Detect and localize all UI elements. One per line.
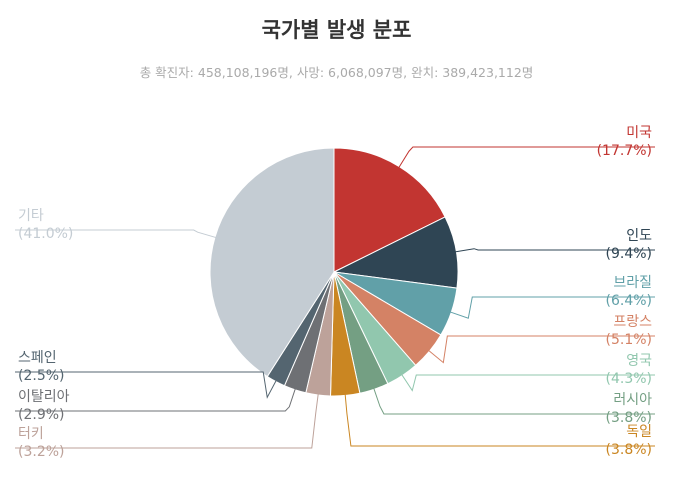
slice-name-label: 러시아 bbox=[613, 392, 652, 408]
slice-name-label: 터키 bbox=[18, 426, 44, 442]
slice-percent-label: (17.7%) bbox=[597, 143, 652, 159]
label-leader-line bbox=[15, 387, 297, 412]
label-leader-line bbox=[344, 393, 655, 447]
slice-percent-label: (41.0%) bbox=[18, 226, 73, 242]
label-leader-line bbox=[15, 371, 278, 399]
label-leader-line bbox=[400, 373, 655, 392]
slice-name-label: 미국 bbox=[626, 125, 652, 141]
label-leader-line bbox=[373, 387, 655, 415]
slice-name-label: 스페인 bbox=[18, 350, 57, 366]
slice-name-label: 인도 bbox=[626, 228, 652, 244]
slice-name-label: 기타 bbox=[18, 208, 44, 224]
slice-name-label: 이탈리아 bbox=[18, 389, 70, 405]
slice-percent-label: (2.5%) bbox=[18, 368, 65, 384]
chart-subtitle: 총 확진자: 458,108,196명, 사망: 6,068,097명, 완치:… bbox=[139, 65, 534, 80]
slice-percent-label: (3.8%) bbox=[606, 442, 653, 458]
slice-percent-label: (3.8%) bbox=[606, 410, 653, 426]
slice-percent-label: (5.1%) bbox=[606, 332, 653, 348]
slice-name-label: 브라질 bbox=[613, 275, 652, 291]
slice-name-label: 영국 bbox=[626, 353, 652, 369]
label-leader-line bbox=[427, 335, 655, 364]
slice-name-label: 독일 bbox=[626, 424, 652, 440]
slice-percent-label: (3.2%) bbox=[18, 444, 65, 460]
label-leader-line bbox=[15, 229, 218, 239]
label-leader-line bbox=[449, 296, 655, 319]
slice-percent-label: (4.3%) bbox=[606, 371, 653, 387]
label-leader-line bbox=[15, 392, 319, 449]
slice-percent-label: (2.9%) bbox=[18, 407, 65, 423]
slice-name-label: 프랑스 bbox=[613, 314, 652, 330]
slice-percent-label: (9.4%) bbox=[606, 246, 653, 262]
chart-title: 국가별 발생 분포 bbox=[261, 18, 412, 42]
label-leader-line bbox=[454, 248, 655, 253]
slice-percent-label: (6.4%) bbox=[606, 293, 653, 309]
label-leader-line bbox=[397, 146, 655, 169]
